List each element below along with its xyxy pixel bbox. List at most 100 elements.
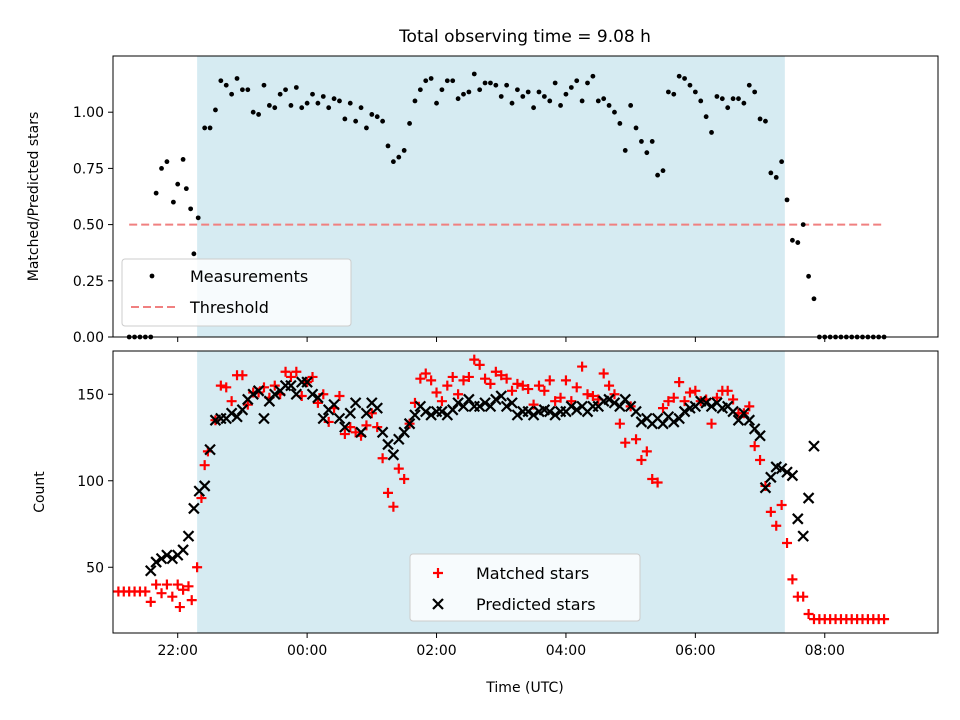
data-point — [504, 82, 510, 88]
data-point — [461, 91, 466, 97]
data-point — [344, 407, 357, 420]
data-point — [419, 405, 432, 418]
data-point — [175, 181, 181, 187]
legend-label-predicted: Predicted stars — [476, 595, 596, 614]
data-point — [221, 382, 232, 393]
data-point — [290, 388, 303, 401]
data-point — [536, 89, 542, 95]
data-point — [261, 82, 267, 88]
data-point — [473, 400, 486, 413]
data-point — [317, 412, 330, 425]
data-point — [603, 393, 615, 406]
data-point — [652, 477, 663, 488]
data-point — [236, 404, 249, 416]
bottom-series-predicted-stars — [144, 376, 820, 577]
data-point — [159, 166, 164, 171]
data-point — [490, 393, 502, 406]
data-point — [431, 387, 442, 398]
data-point — [773, 174, 779, 180]
bottom-plot-frame — [112, 350, 939, 634]
data-point — [186, 595, 197, 606]
data-point — [183, 186, 189, 192]
data-point — [709, 130, 714, 135]
data-point — [374, 114, 380, 120]
data-point — [570, 404, 583, 416]
data-point — [369, 112, 375, 117]
data-point — [428, 76, 434, 81]
data-point — [337, 98, 342, 104]
data-point — [488, 80, 493, 86]
data-point — [692, 89, 698, 95]
data-point — [647, 474, 658, 485]
data-point — [293, 85, 299, 90]
data-point — [549, 409, 561, 421]
data-point — [786, 469, 799, 482]
data-point — [161, 549, 173, 561]
data-point — [161, 579, 172, 590]
data-point — [752, 89, 758, 95]
data-point — [250, 109, 256, 115]
data-point — [802, 492, 815, 504]
legend-box — [409, 553, 641, 622]
data-point — [520, 94, 526, 99]
data-point — [639, 139, 644, 144]
data-point — [698, 98, 704, 104]
data-point — [649, 139, 655, 144]
data-point — [722, 385, 733, 396]
top-plot-frame — [112, 55, 939, 338]
data-point — [668, 416, 680, 428]
data-point — [682, 76, 687, 81]
data-point — [730, 96, 736, 102]
data-point — [444, 78, 450, 84]
data-point — [409, 409, 421, 421]
data-point — [151, 579, 162, 590]
data-point — [628, 103, 634, 108]
data-point — [306, 388, 319, 401]
data-point — [663, 396, 674, 407]
data-point — [558, 103, 563, 108]
data-point — [687, 82, 693, 88]
legend-box — [121, 258, 352, 327]
y-tick-label: 0.25 — [73, 274, 104, 290]
data-point — [790, 237, 795, 243]
data-point — [585, 80, 590, 86]
legend-label-measurements: Measurements — [190, 267, 308, 286]
legend-label-matched: Matched stars — [476, 564, 589, 583]
data-point — [771, 520, 782, 531]
data-point — [218, 78, 224, 84]
data-point — [797, 530, 809, 542]
data-point — [547, 98, 553, 104]
data-point — [240, 87, 245, 93]
data-point — [245, 87, 251, 93]
data-point — [622, 148, 628, 153]
data-point — [811, 296, 817, 302]
data-point — [798, 591, 809, 602]
data-point — [471, 71, 477, 77]
data-point — [358, 105, 364, 111]
data-point — [403, 417, 416, 430]
data-point — [743, 414, 756, 426]
data-point — [765, 506, 776, 517]
data-point — [612, 109, 617, 115]
data-point — [177, 544, 189, 556]
data-point — [153, 190, 159, 196]
data-point — [676, 73, 682, 79]
top-panel: 0.00 0.25 0.50 0.75 1.00 Matched/Predicted st… — [26, 55, 939, 346]
data-point — [498, 94, 504, 99]
data-point — [568, 85, 574, 90]
data-point — [301, 376, 313, 388]
data-point — [387, 449, 400, 461]
data-point — [482, 80, 488, 86]
top-series-measurements — [126, 71, 887, 340]
data-point — [399, 474, 410, 485]
data-point — [407, 121, 412, 126]
data-point — [541, 94, 547, 99]
data-point — [269, 380, 280, 391]
data-point — [393, 463, 404, 474]
data-point — [166, 552, 179, 565]
data-point — [674, 377, 685, 388]
data-point — [333, 412, 346, 425]
data-point — [466, 89, 472, 95]
data-point — [376, 426, 389, 439]
